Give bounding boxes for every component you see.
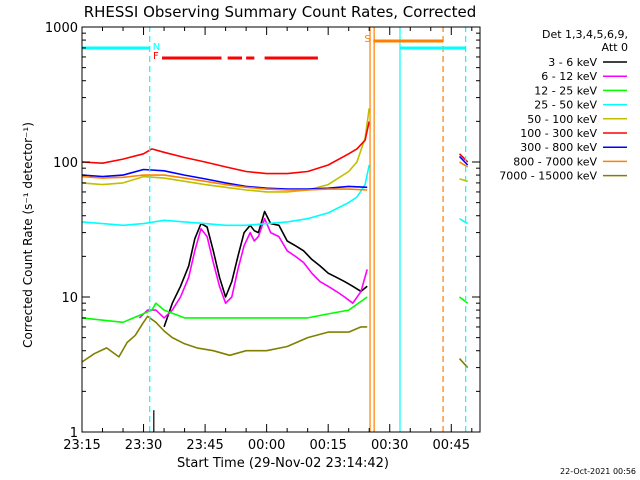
series-line-25-50-kev-1 [81,164,370,227]
legend-header-line-2: Att 0 [602,41,628,54]
legend-item-label: 6 - 12 keV [541,70,597,83]
series-25-50-kev [81,164,469,227]
legend-item-label: 50 - 100 keV [527,113,597,126]
y-tick-label: 1 [70,426,78,441]
y-axis-label: Corrected Count Rate (s⁻¹ detector⁻¹) [21,122,35,348]
series-line-100-300-kev-1 [81,121,370,175]
series-line-3-6-kev-1 [163,210,368,328]
legend-item-label: 25 - 50 keV [534,99,597,112]
series-line-50-100-kev-2 [459,178,468,183]
flag-f-label: F [153,51,159,62]
x-axis-label: Start Time (29-Nov-02 23:14:42) [177,456,389,471]
x-tick-label: 00:30 [371,438,408,453]
y-tick-label: 10 [61,291,78,306]
series-line-12-25-kev-2 [459,296,469,304]
x-tick-label: 00:00 [248,438,285,453]
series-3-6-kev [163,210,368,328]
legend-item-label: 12 - 25 keV [534,84,597,97]
x-tick-label: 23:45 [186,438,223,453]
series-line-7000-15000-kev-2 [458,358,469,369]
series-line-25-50-kev-2 [459,218,469,225]
legend-item-label: 300 - 800 keV [520,141,597,154]
legend-item-label: 800 - 7000 keV [513,155,597,168]
series-line-50-100-kev-1 [81,108,370,193]
legend-item-label: 7000 - 15000 keV [499,170,597,183]
series-12-25-kev [81,296,469,324]
y-tick-label: 100 [53,156,78,171]
series-line-7000-15000-kev-1 [81,315,368,363]
series-line-300-800-kev-2 [458,155,469,166]
series-line-800-7000-kev-1 [81,174,368,191]
plot-frame [81,26,481,433]
series-800-7000-kev [81,161,469,191]
series-7000-15000-kev [81,315,469,369]
series-50-100-kev [81,108,468,193]
x-tick-label: 23:30 [125,438,162,453]
series-300-800-kev [81,155,469,190]
flag-n-label: N [153,42,160,53]
series-line-6-12-kev-1 [138,217,368,319]
series-6-12-kev [138,217,368,319]
x-tick-label: 00:15 [309,438,346,453]
x-tick-label: 23:15 [63,438,100,453]
series-line-800-7000-kev-2 [459,161,469,168]
x-tick-label: 00:45 [433,438,470,453]
series-100-300-kev [81,121,469,175]
plot-area: NF S 23:15 23:30 23:45 00:00 00:15 00:30 00:45 1… [45,21,481,453]
series-line-100-300-kev-2 [458,153,469,163]
legend-header-line-1: Det 1,3,4,5,6,9, [542,28,628,41]
legend-item-label: 100 - 300 keV [520,127,597,140]
series-line-12-25-kev-1 [81,296,368,324]
chart-title: RHESSI Observing Summary Count Rates, Co… [84,3,477,21]
legend-item-label: 3 - 6 keV [548,56,597,69]
flag-s-label: S [364,34,370,45]
generation-timestamp: 22-Oct-2021 00:56 [560,467,636,476]
series-line-300-800-kev-1 [81,168,368,190]
y-tick-label: 1000 [45,21,78,36]
